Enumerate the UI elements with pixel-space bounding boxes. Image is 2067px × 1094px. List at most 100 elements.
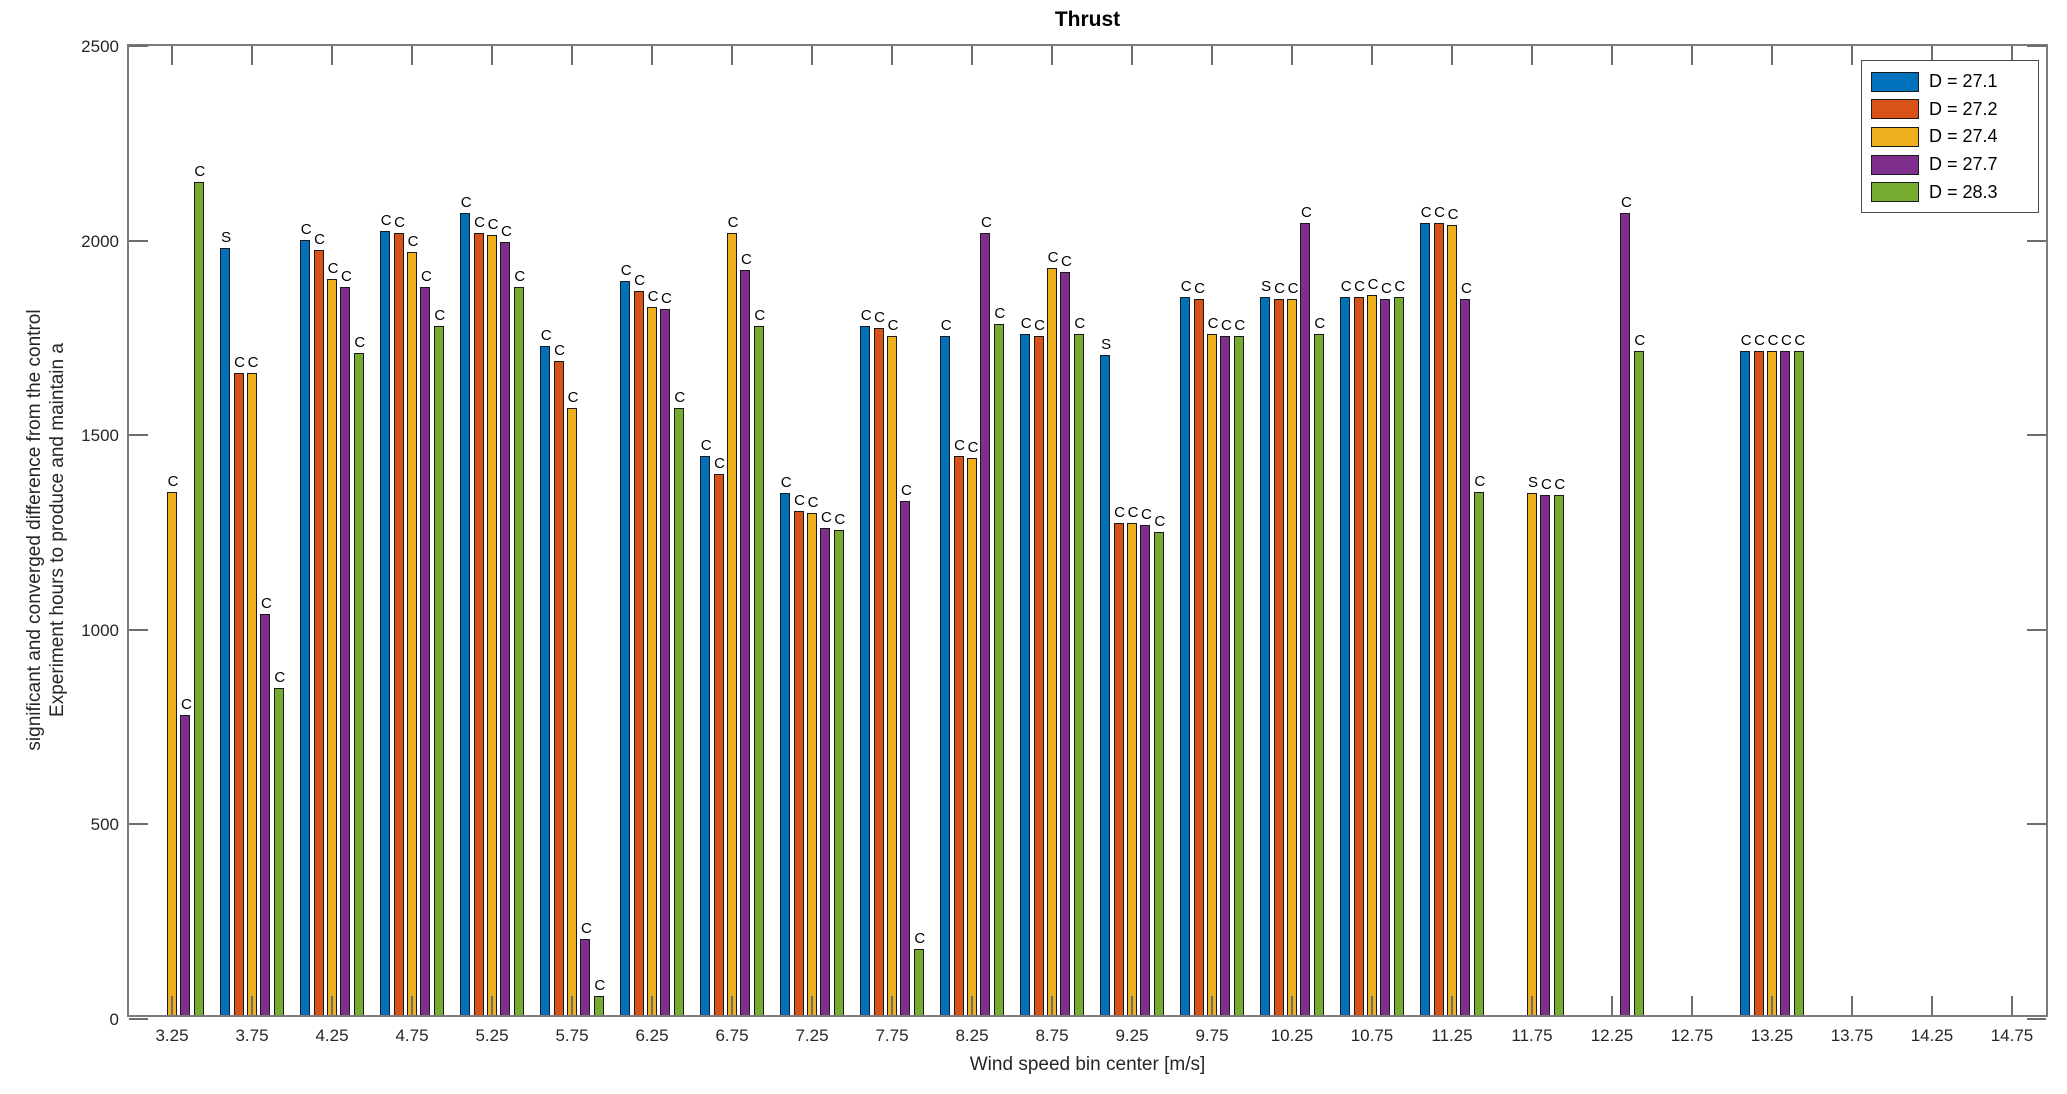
bar-annotation: C xyxy=(314,231,326,248)
bar-annotation: C xyxy=(1740,332,1752,349)
bar-annotation: C xyxy=(1114,504,1126,521)
bar xyxy=(1193,299,1204,1015)
bar-annotation: C xyxy=(647,288,659,305)
bar xyxy=(1233,336,1244,1015)
bar xyxy=(1313,334,1324,1015)
bar xyxy=(753,326,764,1015)
bar-annotation: C xyxy=(1634,332,1646,349)
x-tick xyxy=(2011,46,2013,65)
y-tick-label: 0 xyxy=(109,1010,119,1029)
y-tick xyxy=(129,1018,148,1020)
x-tick xyxy=(1451,46,1453,65)
bar xyxy=(793,511,804,1015)
y-tick-label: 500 xyxy=(90,815,119,834)
bar xyxy=(967,458,977,1015)
bar-annotation: C xyxy=(327,260,339,277)
bar xyxy=(313,250,324,1015)
bar-annotation: C xyxy=(500,223,512,240)
x-tick xyxy=(1371,996,1373,1015)
bar xyxy=(727,233,737,1015)
bar xyxy=(1140,525,1151,1015)
bar xyxy=(180,715,191,1015)
bar-annotation: C xyxy=(1020,315,1032,332)
bar xyxy=(700,456,711,1015)
x-tick-label: 5.75 xyxy=(555,1026,589,1045)
x-tick-label: 14.75 xyxy=(1990,1026,2034,1045)
x-tick xyxy=(1611,46,1613,65)
bar-annotation: C xyxy=(1554,476,1566,493)
bar xyxy=(1553,495,1564,1015)
x-tick xyxy=(891,46,893,65)
x-tick-label: 7.75 xyxy=(875,1026,909,1045)
bar xyxy=(1767,351,1777,1015)
x-tick xyxy=(1211,996,1213,1015)
x-tick xyxy=(331,46,333,65)
bar xyxy=(260,614,271,1015)
bar-annotation: C xyxy=(1140,506,1152,523)
x-tick-label: 10.25 xyxy=(1270,1026,1314,1045)
bar-annotation: C xyxy=(1447,206,1459,223)
bar xyxy=(1020,334,1031,1015)
bar-annotation: C xyxy=(1767,332,1779,349)
bar xyxy=(487,235,497,1015)
bar xyxy=(1340,297,1351,1015)
x-tick-label: 8.75 xyxy=(1035,1026,1069,1045)
x-tick xyxy=(1211,46,1213,65)
bar xyxy=(380,231,391,1015)
x-tick xyxy=(1451,996,1453,1015)
bar-annotation: C xyxy=(860,307,872,324)
bar-annotation: C xyxy=(260,595,272,612)
x-tick xyxy=(2011,996,2013,1015)
bar-annotation: C xyxy=(1234,317,1246,334)
x-tick xyxy=(1051,46,1053,65)
x-tick xyxy=(1691,996,1693,1015)
y-tick xyxy=(129,45,148,47)
bar xyxy=(713,474,724,1015)
y-tick xyxy=(129,434,148,436)
x-tick xyxy=(411,996,413,1015)
x-tick xyxy=(891,996,893,1015)
y-tick xyxy=(129,629,148,631)
bar xyxy=(193,182,204,1015)
bar xyxy=(220,248,231,1015)
bar-annotation: C xyxy=(620,262,632,279)
bar-annotation: C xyxy=(980,214,992,231)
bar xyxy=(513,287,524,1015)
bar xyxy=(1073,334,1084,1015)
bar-annotation: C xyxy=(1060,253,1072,270)
bar-annotation: C xyxy=(1314,315,1326,332)
bar-annotation: C xyxy=(1220,317,1232,334)
bar xyxy=(900,501,911,1015)
x-tick xyxy=(1931,996,1933,1015)
bar xyxy=(1420,223,1431,1015)
bar-annotation: C xyxy=(487,216,499,233)
x-tick xyxy=(171,46,173,65)
bar-annotation: C xyxy=(1380,280,1392,297)
bar-annotation: C xyxy=(567,389,579,406)
bar-annotation: C xyxy=(1367,276,1379,293)
bar-annotation: C xyxy=(940,317,952,334)
bar xyxy=(1380,299,1391,1015)
bar xyxy=(540,346,551,1015)
bar xyxy=(1753,351,1764,1015)
bar xyxy=(327,279,337,1015)
bar xyxy=(340,287,351,1015)
y-tick-label: 2000 xyxy=(81,232,119,251)
bar-annotation: C xyxy=(380,212,392,229)
bar-annotation: C xyxy=(967,439,979,456)
bar xyxy=(887,336,897,1015)
bar xyxy=(860,326,871,1015)
bar-annotation: C xyxy=(1074,315,1086,332)
bar xyxy=(300,240,311,1015)
y-tick xyxy=(2027,45,2046,47)
y-tick xyxy=(2027,823,2046,825)
legend-label: D = 27.7 xyxy=(1929,154,1998,175)
bar xyxy=(1100,355,1111,1015)
x-tick xyxy=(571,996,573,1015)
bar xyxy=(233,373,244,1015)
bar xyxy=(1740,351,1751,1015)
bar-annotation: C xyxy=(554,342,566,359)
bar xyxy=(433,326,444,1015)
x-tick xyxy=(971,996,973,1015)
